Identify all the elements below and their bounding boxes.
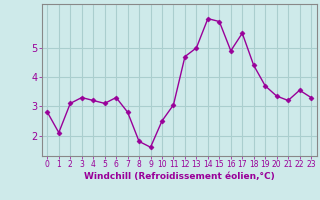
- X-axis label: Windchill (Refroidissement éolien,°C): Windchill (Refroidissement éolien,°C): [84, 172, 275, 181]
